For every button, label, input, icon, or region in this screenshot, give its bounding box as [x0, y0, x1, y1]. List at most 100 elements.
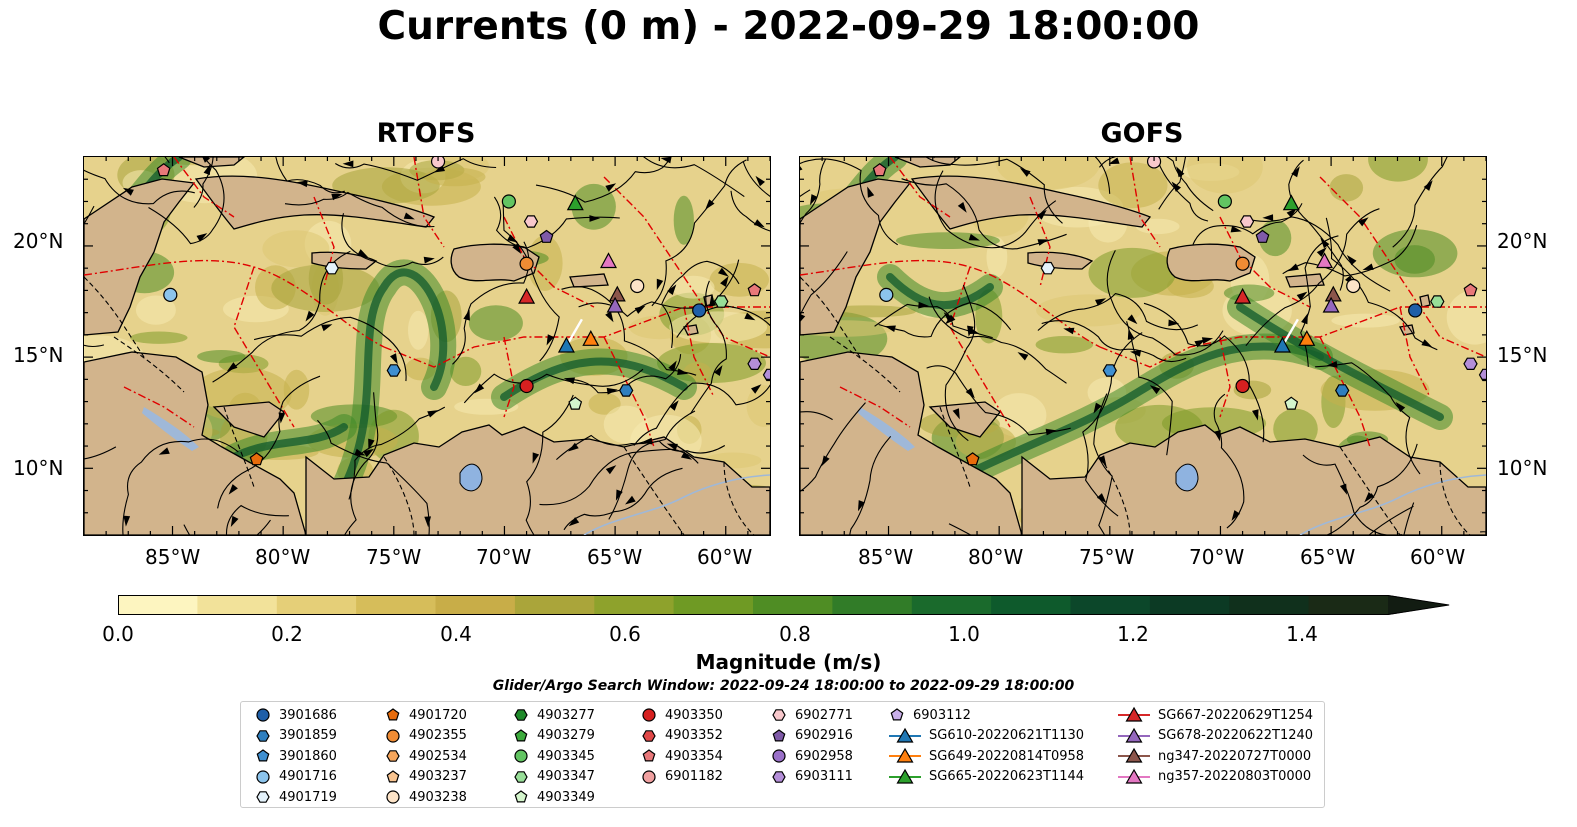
colorbar-segment [753, 595, 833, 615]
legend-marker-icon [256, 729, 270, 742]
lon-tick-label: 80°W [255, 545, 311, 569]
float-marker [566, 194, 584, 211]
map-canvas [84, 157, 770, 535]
colorbar-segment [514, 595, 595, 615]
panel-title-rtofs: RTOFS [376, 118, 476, 149]
land-mass [569, 273, 609, 288]
legend-label: 4903354 [665, 748, 723, 764]
colorbar-segment [435, 595, 516, 615]
legend-marker-icon [386, 769, 400, 782]
float-marker [1315, 252, 1334, 269]
colorbar-tick-label: 0.0 [102, 622, 134, 646]
legend-label: 6903111 [795, 769, 853, 784]
float-marker [557, 336, 575, 353]
colorbar-segment [118, 595, 198, 615]
legend-marker-icon [386, 750, 400, 762]
colorbar-extend-arrow [1388, 595, 1450, 615]
float-marker [386, 364, 401, 377]
legend: 3901686 3901859 3901860 4901716 4901719 49017… [240, 701, 1325, 808]
eez-boundary [503, 216, 595, 308]
lon-tick-label: 65°W [587, 545, 643, 569]
legend-marker-icon [514, 709, 528, 721]
legend-item: SG665-20220623T1144 [889, 767, 1084, 787]
legend-marker-icon [256, 769, 270, 784]
legend-marker-icon [642, 729, 656, 742]
legend-item: ng357-20220803T0000 [1118, 767, 1311, 787]
float-marker [630, 278, 645, 294]
legend-label: SG649-20220814T0958 [929, 748, 1085, 764]
float-marker [519, 378, 534, 394]
colorbar-segment [1229, 595, 1310, 615]
legend-item: 4903349 [513, 787, 595, 807]
colorbar-segment [594, 595, 675, 615]
land-mass [800, 178, 912, 336]
float-marker [568, 396, 583, 410]
float-marker [582, 330, 600, 346]
float-marker [1235, 256, 1250, 271]
float-marker [519, 256, 534, 271]
legend-item: 4901720 [385, 705, 467, 725]
legend-label: 4901719 [279, 789, 337, 805]
figure-title: Currents (0 m) - 2022-09-29 18:00:00 [377, 4, 1200, 49]
land-mass [305, 424, 770, 535]
legend-label: 4903237 [409, 769, 467, 784]
float-marker [1408, 303, 1423, 318]
eez-boundary [1319, 176, 1486, 358]
legend-item: 6903112 [889, 705, 971, 725]
legend-item: 4901716 [255, 767, 337, 787]
float-marker [1322, 296, 1340, 313]
colorbar-segment [197, 595, 278, 615]
legend-marker-icon [386, 708, 400, 721]
lon-tick-label: 80°W [968, 545, 1024, 569]
legend-item: 6902958 [771, 746, 853, 766]
lat-tick-label: 15°N [1497, 343, 1548, 367]
legend-label: 6902771 [795, 707, 853, 723]
lon-tick-label: 70°W [1189, 545, 1245, 569]
legend-label: 6901182 [665, 769, 723, 784]
eez-boundary [1219, 336, 1231, 418]
legend-label: 4903352 [665, 728, 723, 743]
float-marker [523, 215, 539, 228]
legend-marker-icon [642, 708, 656, 722]
lat-tick-label: 10°N [13, 456, 64, 480]
colorbar-segment [1070, 595, 1151, 615]
colorbar-segment [1308, 595, 1389, 615]
colorbar-segment [991, 595, 1072, 615]
legend-label: SG678-20220622T1240 [1158, 728, 1314, 743]
float-marker [599, 252, 618, 269]
float-marker [249, 452, 264, 466]
float-marker [539, 229, 554, 243]
float-marker [692, 303, 707, 318]
legend-marker-icon [256, 708, 270, 722]
legend-item: 4903238 [385, 787, 467, 807]
legend-label: 4902534 [409, 748, 467, 764]
legend-item: 4903345 [513, 746, 595, 766]
gofs-current-map [799, 156, 1487, 536]
legend-marker-icon [772, 728, 786, 741]
legend-item: 4902355 [385, 726, 467, 746]
search-window-caption: Glider/Argo Search Window: 2022-09-24 18… [492, 678, 1075, 694]
streamlines [800, 157, 1486, 535]
legend-item: SG667-20220629T1254 [1118, 705, 1313, 725]
legend-label: SG610-20220621T1130 [929, 728, 1085, 743]
legend-item: SG678-20220622T1240 [1118, 726, 1313, 746]
legend-marker-icon [386, 728, 400, 743]
legend-marker-icon [772, 749, 786, 763]
float-marker [1284, 396, 1299, 410]
legend-item: 6903111 [771, 767, 853, 787]
legend-item: 6902916 [771, 726, 853, 746]
float-marker [1430, 295, 1445, 308]
float-marker [1217, 194, 1232, 209]
float-marker [156, 163, 171, 177]
float-marker [1463, 357, 1478, 370]
legend-label: ng357-20220803T0000 [1158, 769, 1312, 784]
legend-marker-icon [386, 790, 400, 804]
legend-label: 4903277 [537, 707, 595, 723]
legend-marker-icon [1118, 706, 1150, 722]
float-marker [762, 368, 770, 382]
eez-boundary [1219, 216, 1311, 308]
legend-label: 4903345 [537, 748, 595, 764]
float-marker [747, 283, 762, 297]
legend-item: 4901719 [255, 787, 337, 807]
colorbar-tick-label: 1.0 [948, 622, 980, 646]
